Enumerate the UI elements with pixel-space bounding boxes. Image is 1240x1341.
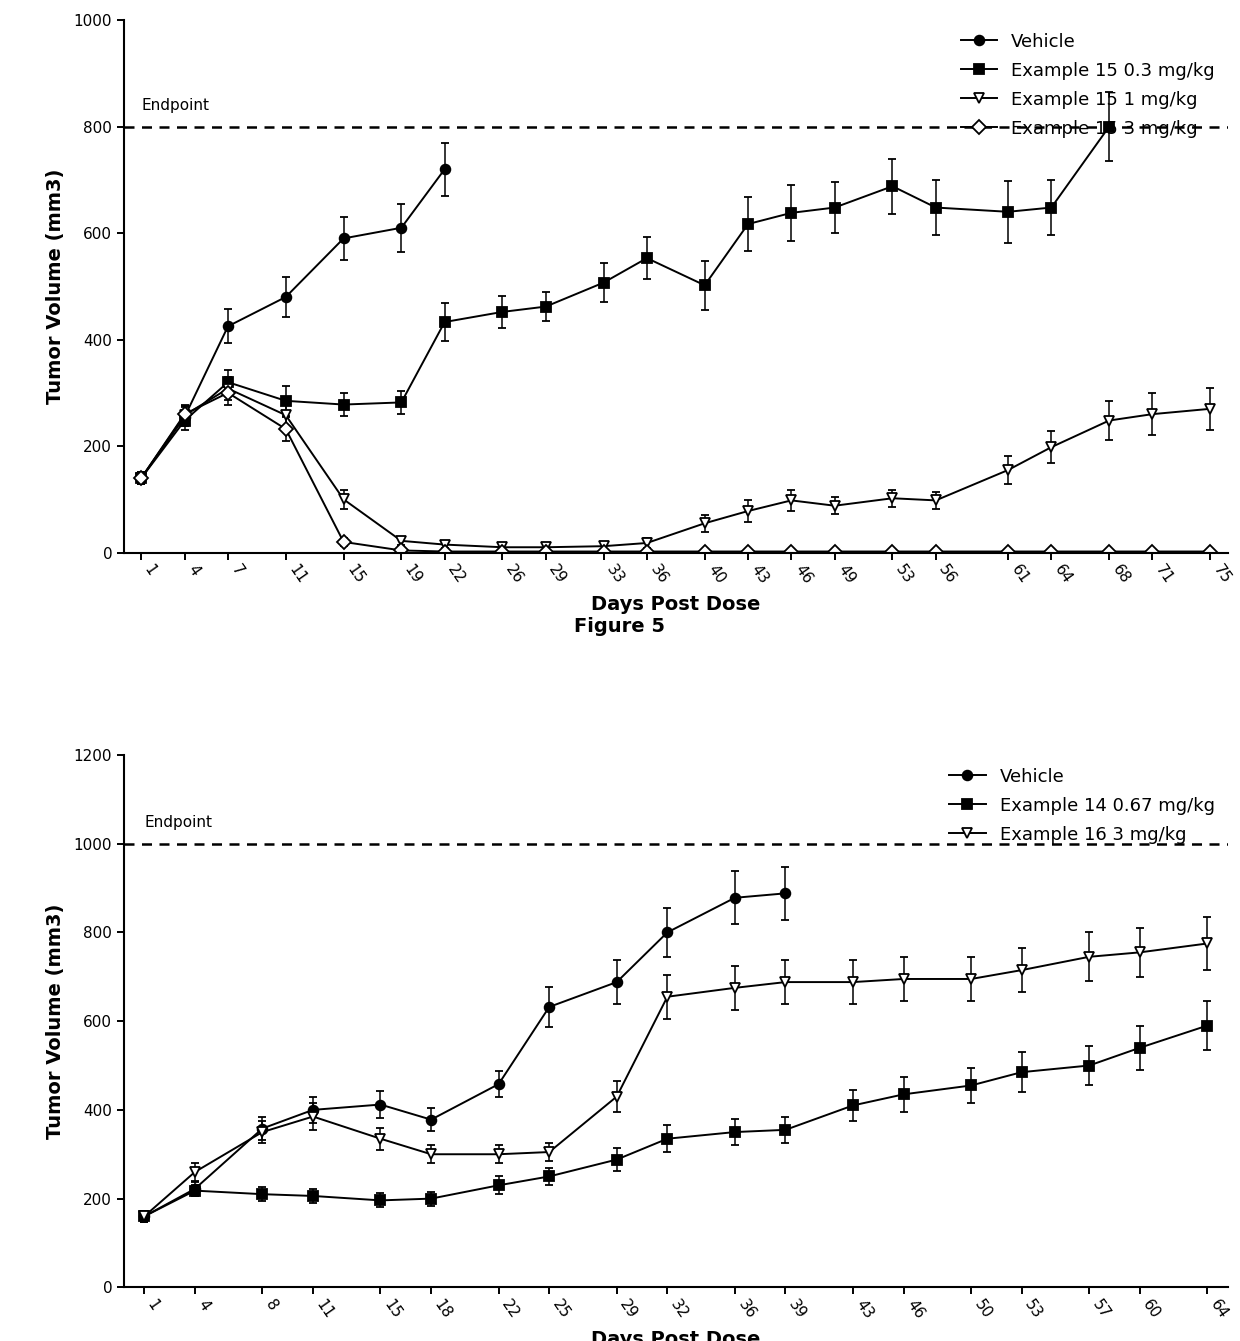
Legend: Vehicle, Example 14 0.67 mg/kg, Example 16 3 mg/kg: Vehicle, Example 14 0.67 mg/kg, Example … (942, 760, 1223, 852)
Text: Endpoint: Endpoint (144, 815, 212, 830)
Y-axis label: Tumor Volume (mm3): Tumor Volume (mm3) (46, 904, 66, 1139)
Text: Endpoint: Endpoint (141, 98, 210, 113)
Text: Figure 5: Figure 5 (574, 617, 666, 636)
X-axis label: Days Post Dose: Days Post Dose (591, 1330, 760, 1341)
Legend: Vehicle, Example 15 0.3 mg/kg, Example 15 1 mg/kg, Example 15 3 mg/kg: Vehicle, Example 15 0.3 mg/kg, Example 1… (954, 25, 1223, 146)
Y-axis label: Tumor Volume (mm3): Tumor Volume (mm3) (46, 169, 66, 404)
X-axis label: Days Post Dose: Days Post Dose (591, 595, 760, 614)
